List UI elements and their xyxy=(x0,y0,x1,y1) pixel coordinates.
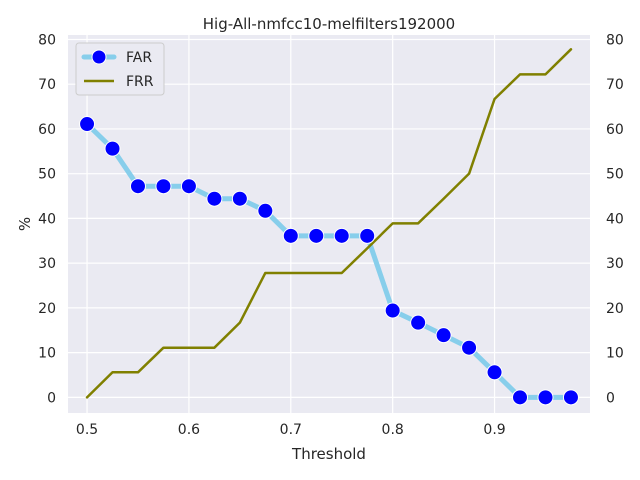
y-tick-label-left: 0 xyxy=(47,390,56,406)
far-point xyxy=(79,116,96,133)
y-tick-label-right: 80 xyxy=(606,32,624,48)
x-axis-label: Threshold xyxy=(291,445,366,463)
far-point xyxy=(410,314,427,331)
far-point xyxy=(155,178,172,195)
legend: FAR FRR xyxy=(75,42,165,96)
y-tick-label-left: 70 xyxy=(38,77,56,93)
y-tick-labels-left: 0 10 20 30 40 50 60 70 80 xyxy=(38,32,56,406)
far-point xyxy=(384,302,401,319)
x-tick-label: 0.5 xyxy=(76,422,98,438)
grid xyxy=(68,35,590,413)
far-point xyxy=(461,339,478,356)
x-tick-label: 0.6 xyxy=(178,422,200,438)
far-point xyxy=(333,227,350,244)
plot-area xyxy=(68,35,590,413)
y-tick-label-left: 30 xyxy=(38,256,56,272)
y-tick-label-right: 50 xyxy=(606,167,624,183)
y-axis-label: % xyxy=(16,217,34,231)
far-point xyxy=(562,389,579,406)
far-point xyxy=(104,140,121,157)
y-tick-labels-right: 0 10 20 30 40 50 60 70 80 xyxy=(606,32,624,406)
y-tick-label-right: 60 xyxy=(606,122,624,138)
y-tick-label-left: 60 xyxy=(38,122,56,138)
y-tick-label-right: 40 xyxy=(606,211,624,227)
y-tick-label-right: 0 xyxy=(606,390,615,406)
far-point xyxy=(129,178,146,195)
x-tick-label: 0.7 xyxy=(280,422,302,438)
far-point xyxy=(282,227,299,244)
y-tick-label-left: 80 xyxy=(38,32,56,48)
far-point xyxy=(359,227,376,244)
y-tick-label-left: 20 xyxy=(38,301,56,317)
far-point xyxy=(206,190,223,207)
far-point xyxy=(308,227,325,244)
legend-frr-label: FRR xyxy=(126,74,154,90)
far-point xyxy=(257,202,274,219)
far-point xyxy=(512,389,529,406)
legend-far-label: FAR xyxy=(126,50,152,66)
y-tick-label-left: 50 xyxy=(38,167,56,183)
frr-line xyxy=(85,48,573,399)
chart-title: Hig-All-nmfcc10-melfilters192000 xyxy=(203,15,455,33)
far-point xyxy=(537,389,554,406)
far-point xyxy=(486,364,503,381)
y-tick-label-right: 20 xyxy=(606,301,624,317)
far-point xyxy=(231,190,248,207)
x-tick-labels: 0.5 0.6 0.7 0.8 0.9 xyxy=(76,422,506,438)
far-point xyxy=(180,178,197,195)
y-tick-label-right: 10 xyxy=(606,346,624,362)
legend-far-marker xyxy=(91,49,107,65)
x-tick-label: 0.8 xyxy=(382,422,404,438)
y-tick-label-left: 10 xyxy=(38,346,56,362)
series-markers xyxy=(79,116,579,406)
far-point xyxy=(435,327,452,344)
y-tick-label-right: 70 xyxy=(606,77,624,93)
x-tick-label: 0.9 xyxy=(483,422,505,438)
y-tick-label-left: 40 xyxy=(38,211,56,227)
y-tick-label-right: 30 xyxy=(606,256,624,272)
